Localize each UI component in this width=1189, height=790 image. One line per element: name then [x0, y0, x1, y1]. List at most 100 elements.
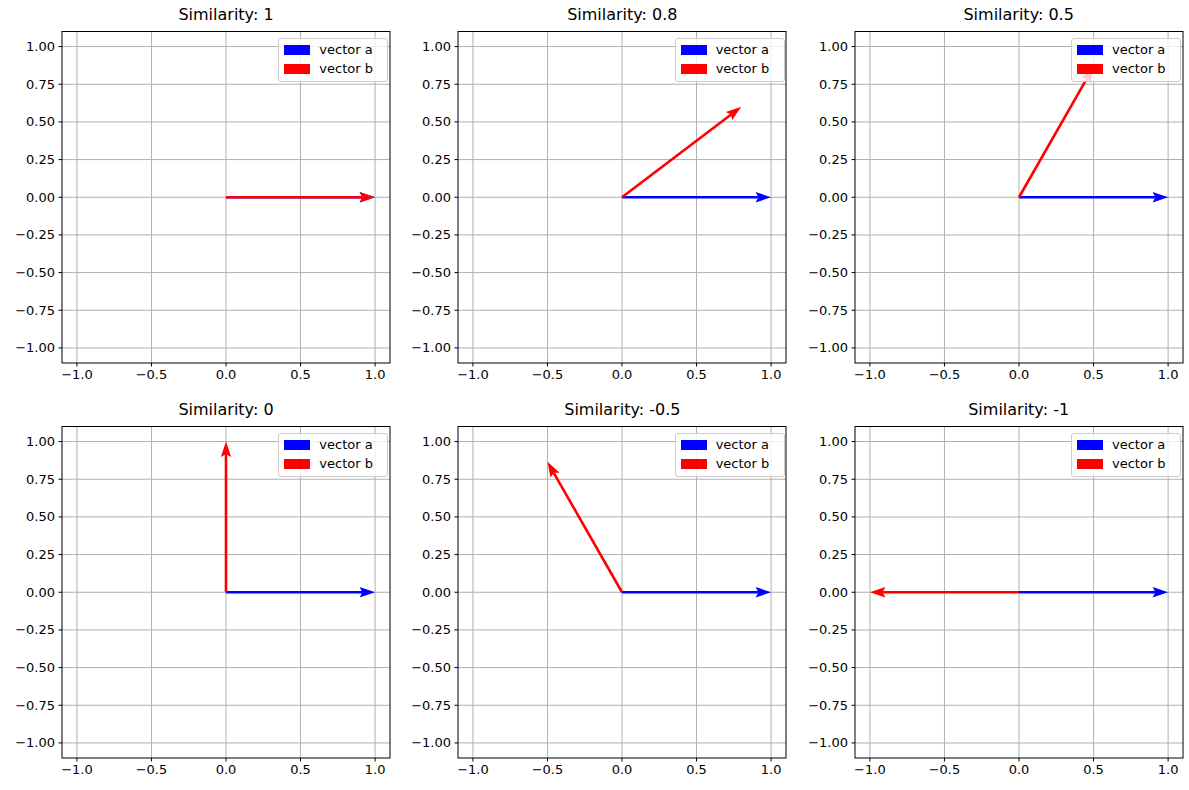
svg-text:−0.5: −0.5: [136, 368, 168, 383]
legend-entry-vector-b: vector b: [284, 62, 381, 76]
legend-entry-vector-b: vector b: [1077, 457, 1174, 471]
legend-swatch-vector-b-icon: [284, 459, 310, 469]
svg-text:1.00: 1.00: [26, 39, 55, 54]
legend-label-vector-b: vector b: [716, 62, 770, 76]
svg-text:0.5: 0.5: [1083, 763, 1104, 778]
svg-text:−0.50: −0.50: [808, 660, 848, 675]
svg-text:−0.75: −0.75: [15, 698, 55, 713]
legend-entry-vector-a: vector a: [681, 43, 778, 57]
svg-text:1.00: 1.00: [422, 39, 451, 54]
svg-text:−0.25: −0.25: [412, 622, 452, 637]
legend-entry-vector-a: vector a: [681, 438, 778, 452]
svg-text:−1.00: −1.00: [15, 735, 55, 750]
legend-label-vector-b: vector b: [319, 457, 373, 471]
svg-text:0.25: 0.25: [819, 152, 848, 167]
svg-text:−0.25: −0.25: [412, 227, 452, 242]
svg-text:1.0: 1.0: [761, 763, 782, 778]
svg-text:−1.0: −1.0: [854, 368, 886, 383]
svg-text:1.0: 1.0: [1157, 763, 1178, 778]
legend-label-vector-b: vector b: [319, 62, 373, 76]
svg-text:−0.25: −0.25: [15, 227, 55, 242]
legend-box: vector a vector b: [1071, 38, 1181, 82]
svg-text:−1.0: −1.0: [61, 763, 93, 778]
legend-box: vector a vector b: [675, 433, 785, 477]
plot-title: Similarity: -1: [855, 400, 1183, 419]
subplot-similarity-0.5: −1.0−0.50.00.51.0−1.00−0.75−0.50−0.250.0…: [793, 0, 1189, 395]
legend-box: vector a vector b: [278, 38, 388, 82]
svg-text:0.00: 0.00: [819, 585, 848, 600]
svg-text:−0.75: −0.75: [808, 698, 848, 713]
svg-text:0.50: 0.50: [26, 509, 55, 524]
svg-text:0.00: 0.00: [422, 190, 451, 205]
legend-entry-vector-a: vector a: [284, 438, 381, 452]
legend-swatch-vector-a-icon: [1077, 45, 1103, 55]
legend-box: vector a vector b: [278, 433, 388, 477]
svg-text:0.50: 0.50: [422, 114, 451, 129]
legend-entry-vector-a: vector a: [1077, 438, 1174, 452]
svg-text:−0.75: −0.75: [412, 303, 452, 318]
svg-text:0.5: 0.5: [687, 368, 708, 383]
svg-text:0.00: 0.00: [26, 190, 55, 205]
svg-text:−0.5: −0.5: [136, 763, 168, 778]
svg-text:0.5: 0.5: [1083, 368, 1104, 383]
svg-text:−1.00: −1.00: [412, 735, 452, 750]
svg-text:−0.5: −0.5: [928, 368, 960, 383]
legend-entry-vector-b: vector b: [681, 62, 778, 76]
svg-text:1.00: 1.00: [26, 434, 55, 449]
svg-text:−0.5: −0.5: [928, 763, 960, 778]
legend-swatch-vector-b-icon: [1077, 459, 1103, 469]
svg-text:−0.75: −0.75: [15, 303, 55, 318]
svg-text:1.0: 1.0: [1157, 368, 1178, 383]
plot-title: Similarity: 0: [62, 400, 390, 419]
plot-title: Similarity: 0.5: [855, 5, 1183, 24]
svg-text:0.5: 0.5: [290, 763, 311, 778]
svg-text:0.0: 0.0: [216, 368, 237, 383]
svg-text:0.75: 0.75: [422, 472, 451, 487]
svg-text:−0.25: −0.25: [808, 227, 848, 242]
svg-text:0.00: 0.00: [26, 585, 55, 600]
plot-title: Similarity: -0.5: [458, 400, 786, 419]
svg-text:0.75: 0.75: [26, 77, 55, 92]
svg-text:−0.5: −0.5: [532, 368, 564, 383]
svg-text:0.25: 0.25: [26, 547, 55, 562]
svg-text:−0.50: −0.50: [15, 265, 55, 280]
subplot-similarity-0: −1.0−0.50.00.51.0−1.00−0.75−0.50−0.250.0…: [0, 395, 396, 790]
svg-text:−0.50: −0.50: [412, 265, 452, 280]
svg-text:0.00: 0.00: [422, 585, 451, 600]
svg-text:1.00: 1.00: [422, 434, 451, 449]
svg-text:0.00: 0.00: [819, 190, 848, 205]
svg-text:1.00: 1.00: [819, 39, 848, 54]
subplot-similarity-0.8: −1.0−0.50.00.51.0−1.00−0.75−0.50−0.250.0…: [396, 0, 792, 395]
svg-text:−0.50: −0.50: [15, 660, 55, 675]
svg-text:0.0: 0.0: [1008, 368, 1029, 383]
svg-text:1.00: 1.00: [819, 434, 848, 449]
legend-label-vector-a: vector a: [1112, 43, 1165, 57]
svg-text:−1.0: −1.0: [457, 763, 489, 778]
legend-box: vector a vector b: [675, 38, 785, 82]
svg-text:0.25: 0.25: [422, 152, 451, 167]
svg-text:−0.5: −0.5: [532, 763, 564, 778]
legend-entry-vector-b: vector b: [681, 457, 778, 471]
svg-text:0.0: 0.0: [216, 763, 237, 778]
svg-text:0.25: 0.25: [819, 547, 848, 562]
svg-text:−1.0: −1.0: [457, 368, 489, 383]
svg-text:0.75: 0.75: [26, 472, 55, 487]
svg-text:0.75: 0.75: [819, 472, 848, 487]
svg-text:−0.75: −0.75: [808, 303, 848, 318]
svg-text:1.0: 1.0: [365, 368, 386, 383]
svg-text:0.50: 0.50: [26, 114, 55, 129]
legend-entry-vector-a: vector a: [1077, 43, 1174, 57]
svg-text:−1.00: −1.00: [808, 340, 848, 355]
legend-entry-vector-b: vector b: [284, 457, 381, 471]
svg-text:1.0: 1.0: [761, 368, 782, 383]
svg-text:0.0: 0.0: [612, 763, 633, 778]
legend-label-vector-a: vector a: [716, 438, 769, 452]
legend-swatch-vector-a-icon: [284, 45, 310, 55]
legend-swatch-vector-a-icon: [681, 45, 707, 55]
svg-text:−1.0: −1.0: [854, 763, 886, 778]
svg-text:0.0: 0.0: [612, 368, 633, 383]
subplot-similarity-1: −1.0−0.50.00.51.0−1.00−0.75−0.50−0.250.0…: [0, 0, 396, 395]
svg-text:1.0: 1.0: [365, 763, 386, 778]
svg-text:0.50: 0.50: [422, 509, 451, 524]
legend-label-vector-a: vector a: [716, 43, 769, 57]
